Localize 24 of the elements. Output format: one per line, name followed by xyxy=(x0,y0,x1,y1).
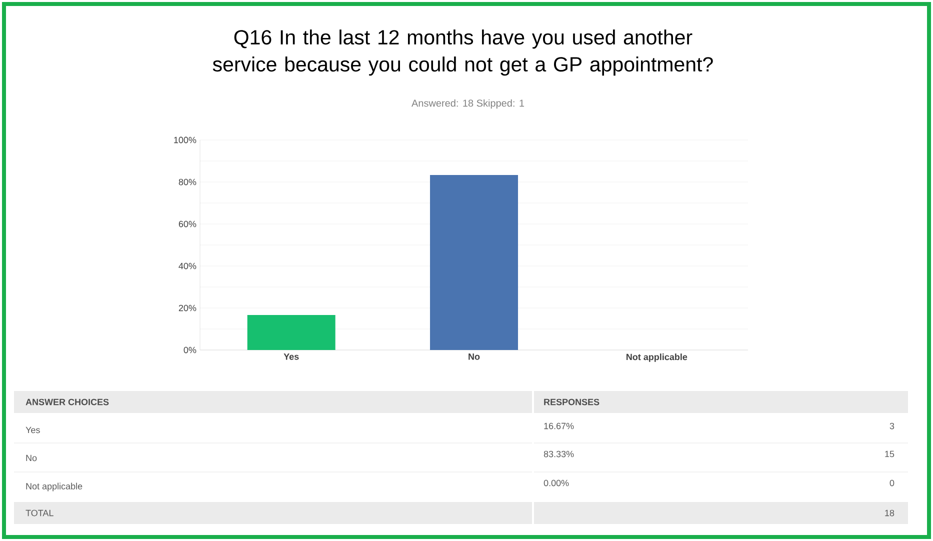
y-tick-label: 40% xyxy=(178,262,196,270)
chart-title: Q16 In the last 12 months have you used another service because you could not get a GP appointment? xyxy=(212,30,713,76)
text: 0 xyxy=(890,480,894,486)
x-tick-label: Yes xyxy=(284,354,299,360)
y-tick-label: 60% xyxy=(178,220,196,228)
text: RESPONSES xyxy=(544,398,600,406)
text: 15 xyxy=(885,450,894,458)
category-label: Yes xyxy=(26,426,40,434)
y-tick-label: 80% xyxy=(178,178,196,186)
text: ANSWER CHOICES xyxy=(26,398,109,406)
y-tick-label: 20% xyxy=(178,304,196,312)
x-tick-label: No xyxy=(468,354,480,360)
text: TOTAL xyxy=(26,510,54,516)
text: 0.00% xyxy=(544,480,569,486)
text: 83.33% xyxy=(544,450,574,458)
chart-subtitle: Answered: 18 Skipped: 1 xyxy=(412,99,524,109)
text: 18 xyxy=(885,510,894,516)
text: 3 xyxy=(890,422,894,430)
category-label: Not applicable xyxy=(26,482,82,492)
y-tick-label: 100% xyxy=(174,136,196,144)
text: 16.67% xyxy=(544,422,574,430)
x-tick-label: Not applicable xyxy=(626,354,688,362)
category-label: No xyxy=(26,454,37,462)
y-tick-label: 0% xyxy=(184,346,196,354)
